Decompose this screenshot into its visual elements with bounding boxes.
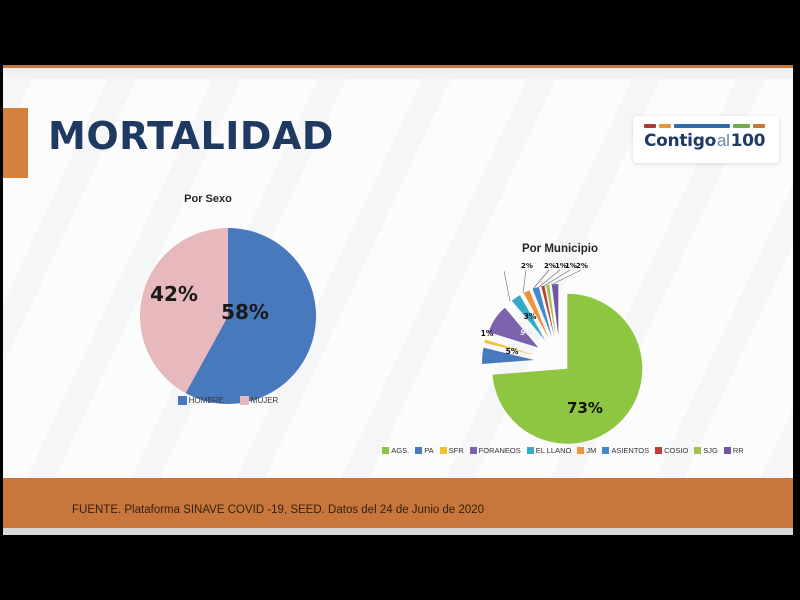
logo-dash bbox=[674, 124, 730, 128]
legend-por-municipio: AGS. PA SFR FORANEOS EL LLANO JM ASIENTOS COSIO… bbox=[382, 446, 744, 455]
legend-label: FORANEOS bbox=[478, 446, 521, 455]
slide-top-accent-line bbox=[3, 65, 793, 68]
legend-label: ASIENTOS bbox=[611, 446, 650, 455]
legend-item-el-llano: EL LLANO bbox=[526, 446, 572, 455]
legend-item-pa: PA bbox=[415, 446, 434, 455]
logo-word-100: 100 bbox=[730, 131, 766, 151]
legend-label: SJG bbox=[703, 446, 718, 455]
legend-item-hombre: HOMBRE bbox=[177, 396, 224, 405]
page-title: MORTALIDAD bbox=[48, 114, 334, 158]
legend-swatch bbox=[382, 447, 390, 454]
logo-contigo-al-100: Contigoal100 bbox=[633, 116, 779, 163]
legend-swatch bbox=[439, 447, 447, 454]
legend-label: SFR bbox=[448, 446, 464, 455]
legend-por-sexo: HOMBRE MUJER bbox=[108, 396, 348, 405]
legend-item-foraneos: FORANEOS bbox=[469, 446, 521, 455]
logo-dash bbox=[753, 124, 765, 128]
legend-item-cosio: COSIO bbox=[655, 446, 688, 455]
legend-swatch bbox=[469, 447, 477, 454]
legend-swatch bbox=[177, 396, 187, 405]
title-accent-block bbox=[3, 108, 28, 178]
legend-swatch bbox=[415, 447, 423, 454]
legend-label: JM bbox=[586, 446, 597, 455]
legend-label: EL LLANO bbox=[535, 446, 572, 455]
logo-word-al: al bbox=[716, 131, 730, 150]
legend-swatch bbox=[577, 447, 585, 454]
legend-item-asientos: ASIENTOS bbox=[602, 446, 649, 455]
slide-bottom-strip bbox=[3, 528, 793, 535]
legend-label: MUJER bbox=[250, 396, 279, 405]
legend-item-jm: JM bbox=[577, 446, 596, 455]
legend-item-mujer: MUJER bbox=[239, 396, 279, 405]
legend-label: HOMBRE bbox=[188, 396, 224, 405]
logo-text: Contigoal100 bbox=[644, 131, 779, 151]
legend-swatch bbox=[694, 447, 702, 454]
logo-dash bbox=[733, 124, 750, 128]
legend-item-rr: RR bbox=[723, 446, 744, 455]
chart-title-por-sexo: Por Sexo bbox=[184, 193, 232, 205]
legend-swatch bbox=[723, 447, 731, 454]
slide-top-strip bbox=[3, 68, 793, 79]
legend-swatch bbox=[526, 447, 534, 454]
footer-source-text: FUENTE. Plataforma SINAVE COVID -19, SEE… bbox=[72, 504, 485, 516]
legend-label: AGS. bbox=[391, 446, 410, 455]
logo-dash bbox=[659, 124, 671, 128]
logo-dashes bbox=[644, 124, 779, 128]
legend-label: PA bbox=[424, 446, 434, 455]
legend-label: RR bbox=[732, 446, 744, 455]
legend-item-sfr: SFR bbox=[439, 446, 464, 455]
legend-item-sjg: SJG bbox=[694, 446, 718, 455]
legend-item-ags: AGS. bbox=[382, 446, 409, 455]
legend-swatch bbox=[239, 396, 249, 405]
legend-swatch bbox=[655, 447, 663, 454]
legend-swatch bbox=[602, 447, 610, 454]
logo-dash bbox=[644, 124, 656, 128]
legend-label: COSIO bbox=[664, 446, 689, 455]
footer-band: FUENTE. Plataforma SINAVE COVID -19, SEE… bbox=[3, 478, 793, 528]
slide: MORTALIDAD Contigoal100 Por Sexo 58% 42% … bbox=[3, 65, 793, 535]
chart-title-por-municipio: Por Municipio bbox=[521, 243, 599, 255]
logo-word-contigo: Contigo bbox=[644, 131, 716, 151]
